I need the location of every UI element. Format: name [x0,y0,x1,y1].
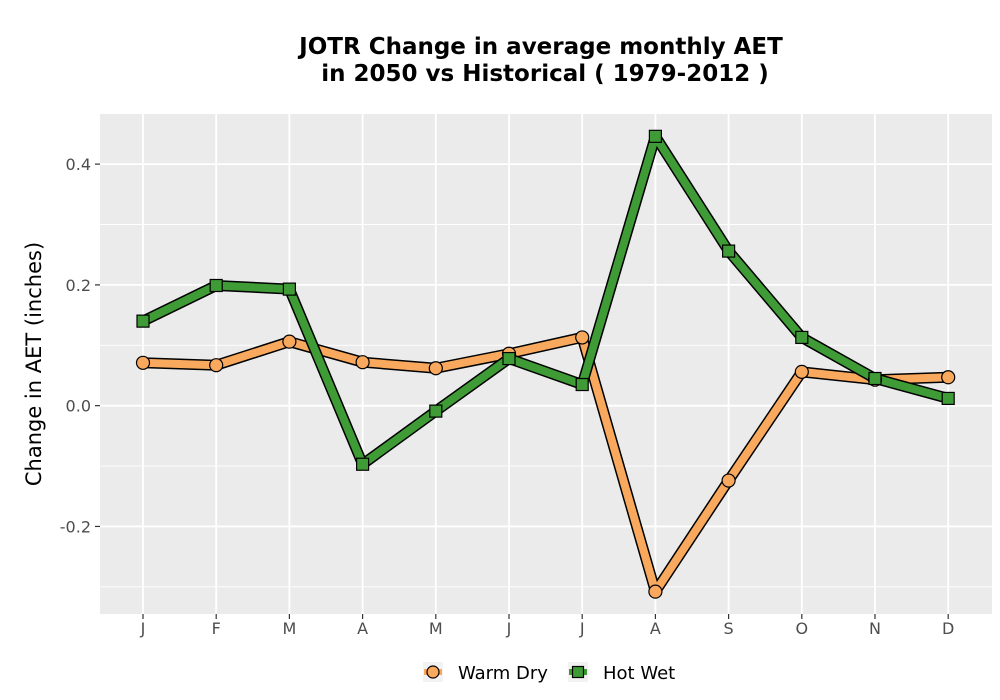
point-0-3 [355,355,370,370]
legend-marker-0 [426,665,440,679]
point-0-11 [941,370,956,385]
legend-marker-1 [571,665,585,679]
x-tick-label-11: D [942,619,954,638]
point-1-6 [575,377,589,392]
y-tick-label-1: 0.0 [66,397,91,416]
x-tick-label-5: J [506,619,512,638]
x-tick-label-0: J [140,619,146,638]
point-1-5 [502,351,516,366]
series-points [135,129,956,599]
series-line-0 [139,333,953,596]
x-tick-label-1: F [212,619,221,638]
y-axis: -0.2 0.0 0.2 0.4 [60,155,100,536]
chart-title: JOTR Change in average monthly AET [297,34,783,60]
series-lines [137,130,954,598]
point-1-7 [648,129,663,143]
x-tick-label-10: N [869,619,881,638]
point-0-6 [575,330,590,345]
point-0-4 [428,361,443,376]
point-1-2 [282,282,296,296]
x-tick-label-3: A [357,619,368,638]
x-tick-label-4: M [429,619,443,638]
y-tick-label-0: -0.2 [60,517,91,536]
point-0-0 [135,355,151,370]
point-0-9 [794,364,809,379]
point-1-1 [209,278,223,293]
y-tick-label-2: 0.2 [66,276,91,295]
point-1-11 [941,391,955,406]
point-0-2 [282,334,297,349]
x-tick-label-7: A [650,619,661,638]
legend: Warm Dry Hot Wet [423,662,675,684]
point-1-8 [721,244,736,258]
point-1-3 [356,457,370,471]
series-line-1 [139,132,953,469]
point-1-4 [429,404,443,418]
x-tick-label-8: S [724,619,734,638]
x-tick-label-6: J [579,619,585,638]
point-0-7 [648,584,663,599]
y-axis-title: Change in AET (inches) [22,242,46,486]
chart-subtitle: in 2050 vs Historical ( 1979-2012 ) [321,61,768,87]
legend-label-1: Hot Wet [603,663,675,684]
point-1-10 [868,371,882,386]
point-1-0 [136,314,150,328]
point-1-9 [795,330,809,345]
point-0-1 [209,358,224,373]
x-tick-label-9: O [796,619,809,638]
x-tick-label-2: M [282,619,296,638]
legend-label-0: Warm Dry [458,663,548,684]
y-tick-label-3: 0.4 [66,155,91,174]
point-0-8 [721,473,736,488]
